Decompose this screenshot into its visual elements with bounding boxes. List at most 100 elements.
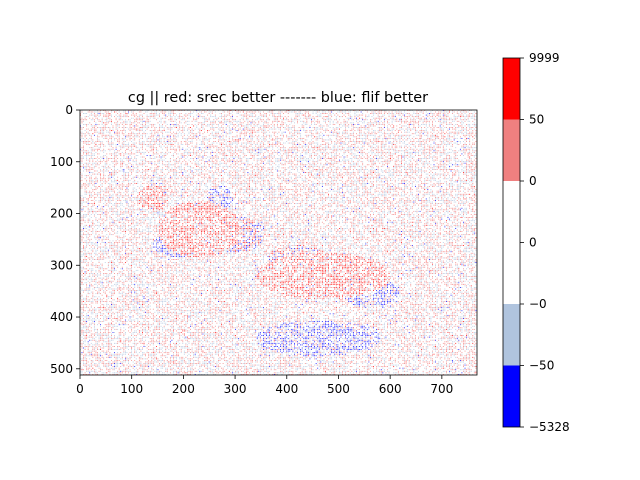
heatmap-cell — [106, 136, 107, 137]
heatmap-cell — [330, 119, 331, 120]
heatmap-cell — [437, 146, 438, 147]
heatmap-cell — [272, 153, 273, 154]
heatmap-cell — [119, 140, 120, 141]
heatmap-cell — [274, 155, 275, 156]
heatmap-cell — [165, 116, 166, 117]
heatmap-cell — [448, 144, 449, 145]
heatmap-cell — [333, 152, 334, 153]
heatmap-cell — [296, 153, 297, 154]
heatmap-cell — [201, 143, 202, 144]
heatmap-cell — [251, 140, 252, 141]
heatmap-cell — [247, 130, 248, 131]
heatmap-cell — [417, 113, 418, 114]
heatmap-cell — [252, 129, 253, 130]
heatmap-cell — [471, 158, 472, 159]
heatmap-cell — [159, 160, 160, 161]
heatmap-cell — [424, 121, 425, 122]
heatmap-cell — [364, 146, 365, 147]
heatmap-cell — [333, 122, 334, 123]
heatmap-cell — [325, 119, 326, 120]
heatmap-cell — [199, 115, 200, 116]
heatmap-cell — [258, 127, 259, 128]
heatmap-cell — [99, 113, 100, 114]
heatmap-cell — [444, 118, 445, 119]
heatmap-cell — [204, 147, 205, 148]
heatmap-cell — [308, 147, 309, 148]
heatmap-cell — [432, 115, 433, 116]
heatmap-cell — [254, 157, 255, 158]
heatmap-cell — [475, 113, 476, 114]
heatmap-cell — [120, 155, 121, 156]
heatmap-cell — [213, 146, 214, 147]
heatmap-cell — [444, 116, 445, 117]
heatmap-cell — [277, 121, 278, 122]
heatmap-cell — [243, 143, 244, 144]
heatmap-cell — [213, 116, 214, 117]
heatmap-cell — [131, 152, 132, 153]
heatmap-cell — [292, 143, 293, 144]
heatmap-cell — [176, 141, 177, 142]
heatmap-cell — [302, 147, 303, 148]
heatmap-cell — [252, 140, 253, 141]
heatmap-cell — [170, 135, 171, 136]
heatmap-cell — [457, 118, 458, 119]
heatmap-cell — [407, 138, 408, 139]
heatmap-cell — [469, 147, 470, 148]
heatmap-cell — [336, 143, 337, 144]
heatmap-cell — [441, 129, 442, 130]
heatmap-cell — [176, 132, 177, 133]
heatmap-cell — [432, 113, 433, 114]
heatmap-cell — [272, 126, 273, 127]
heatmap-cell — [415, 152, 416, 153]
heatmap-cell — [392, 146, 393, 147]
heatmap-cell — [272, 146, 273, 147]
heatmap-cell — [407, 121, 408, 122]
heatmap-cell — [299, 150, 300, 151]
heatmap-cell — [85, 130, 86, 131]
heatmap-cell — [345, 124, 346, 125]
heatmap-cell — [331, 161, 332, 162]
heatmap-cell — [333, 127, 334, 128]
heatmap-cell — [249, 135, 250, 136]
heatmap-cell — [316, 143, 317, 144]
heatmap-cell — [296, 112, 297, 113]
heatmap-cell — [384, 152, 385, 153]
heatmap-cell — [372, 129, 373, 130]
heatmap-cell — [119, 119, 120, 120]
heatmap-cell — [117, 141, 118, 142]
heatmap-cell — [283, 160, 284, 161]
heatmap-cell — [265, 126, 266, 127]
heatmap-cell — [356, 127, 357, 128]
heatmap-cell — [395, 136, 396, 137]
heatmap-cell — [122, 160, 123, 161]
heatmap-cell — [261, 140, 262, 141]
heatmap-cell — [127, 135, 128, 136]
heatmap-cell — [382, 152, 383, 153]
heatmap-cell — [251, 143, 252, 144]
heatmap-cell — [106, 113, 107, 114]
heatmap-cell — [120, 122, 121, 123]
heatmap-cell — [280, 135, 281, 136]
heatmap-cell — [136, 130, 137, 131]
heatmap-cell — [415, 150, 416, 151]
heatmap-cell — [206, 119, 207, 120]
heatmap-cell — [82, 147, 83, 148]
heatmap-cell — [458, 133, 459, 134]
heatmap-cell — [221, 113, 222, 114]
heatmap-cell — [246, 144, 247, 145]
heatmap-cell — [131, 133, 132, 134]
heatmap-cell — [421, 132, 422, 133]
heatmap-cell — [356, 112, 357, 113]
heatmap-cell — [334, 144, 335, 145]
heatmap-cell — [441, 133, 442, 134]
heatmap-cell — [297, 116, 298, 117]
heatmap-cell — [100, 132, 101, 133]
heatmap-cell — [91, 143, 92, 144]
heatmap-cell — [130, 135, 131, 136]
heatmap-cell — [283, 143, 284, 144]
heatmap-cell — [378, 158, 379, 159]
heatmap-cell — [469, 138, 470, 139]
heatmap-cell — [313, 138, 314, 139]
heatmap-cell — [227, 121, 228, 122]
